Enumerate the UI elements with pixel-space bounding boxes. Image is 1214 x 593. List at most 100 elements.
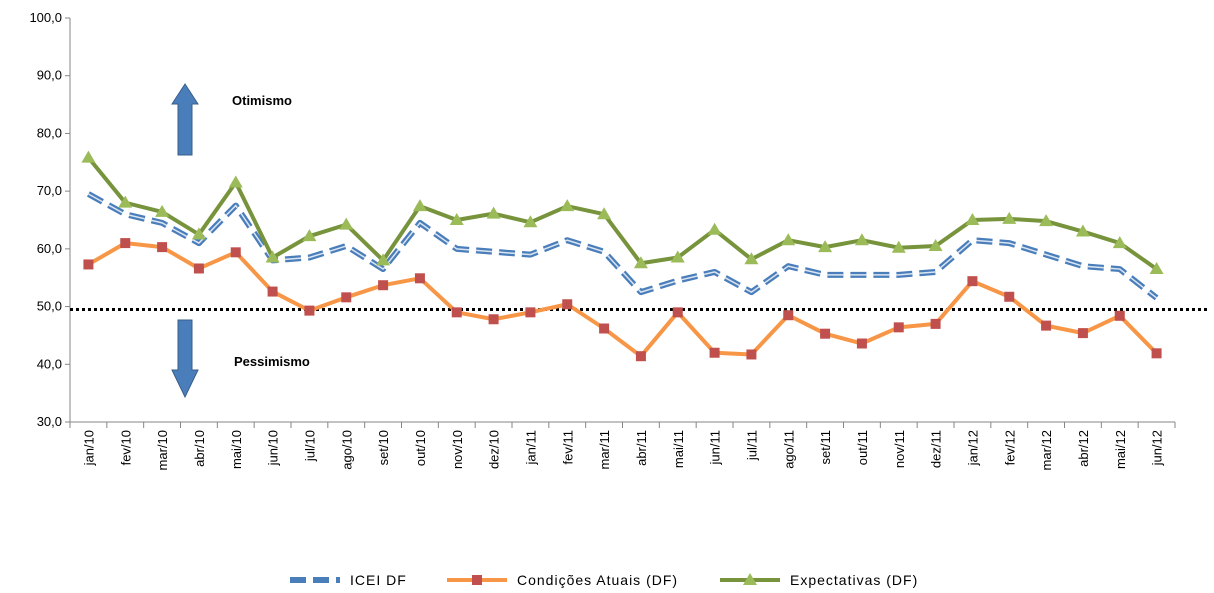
y-tick-label: 90,0 — [37, 68, 62, 83]
marker — [633, 256, 648, 269]
y-tick-label: 80,0 — [37, 125, 62, 140]
marker — [746, 349, 757, 360]
marker — [856, 338, 867, 349]
x-tick-label: set/10 — [376, 430, 391, 465]
y-tick-label: 40,0 — [37, 356, 62, 371]
marker — [376, 253, 391, 266]
y-tick-label: 50,0 — [37, 299, 62, 314]
x-tick-label: mar/12 — [1039, 430, 1054, 470]
x-tick-label: mai/10 — [229, 430, 244, 469]
x-tick-label: jul/11 — [744, 430, 759, 461]
marker — [523, 215, 538, 228]
series-line — [87, 241, 1159, 359]
marker — [265, 250, 280, 263]
x-tick-label: mai/12 — [1113, 430, 1128, 469]
x-tick-label: abr/10 — [192, 430, 207, 467]
legend-marker — [472, 575, 482, 585]
marker — [228, 175, 243, 188]
marker — [1004, 291, 1015, 302]
annotation: Otimismo — [232, 93, 292, 108]
legend-label: Expectativas (DF) — [790, 572, 918, 588]
x-tick-label: nov/10 — [450, 430, 465, 469]
x-tick-label: mai/11 — [671, 430, 686, 468]
x-tick-label: mar/10 — [155, 430, 170, 470]
marker — [781, 233, 796, 246]
marker — [488, 314, 499, 325]
legend-label: Condições Atuais (DF) — [517, 572, 678, 588]
marker — [744, 252, 759, 265]
x-tick-label: jan/12 — [965, 430, 980, 466]
marker — [157, 242, 168, 253]
y-tick-label: 30,0 — [37, 414, 62, 429]
y-tick-label: 70,0 — [37, 183, 62, 198]
marker — [304, 305, 315, 316]
marker — [672, 307, 683, 318]
x-tick-label: out/11 — [855, 430, 870, 465]
marker — [1149, 262, 1164, 275]
legend-label: ICEI DF — [350, 572, 407, 588]
x-tick-label: jun/11 — [708, 430, 723, 465]
x-tick-label: ago/10 — [339, 430, 354, 470]
annotation: Pessimismo — [234, 354, 310, 369]
x-tick-label: jan/11 — [523, 430, 538, 465]
marker — [302, 229, 317, 242]
marker — [597, 207, 612, 220]
x-tick-label: fev/10 — [118, 430, 133, 465]
marker — [928, 238, 943, 251]
marker — [1002, 211, 1017, 224]
x-tick-label: fev/12 — [1002, 430, 1017, 465]
series-line-inner — [88, 193, 1158, 299]
x-tick-label: jun/10 — [266, 430, 281, 466]
x-tick-label: abr/12 — [1076, 430, 1091, 467]
x-tick-label: fev/11 — [560, 430, 575, 464]
up-arrow — [171, 83, 199, 156]
marker — [1075, 224, 1090, 237]
marker — [783, 310, 794, 321]
marker — [191, 227, 206, 240]
marker — [230, 247, 241, 258]
x-tick-label: ago/11 — [781, 430, 796, 469]
marker — [341, 292, 352, 303]
marker — [707, 222, 722, 235]
marker — [1039, 214, 1054, 227]
marker — [599, 323, 610, 334]
x-tick-label: abr/11 — [634, 430, 649, 466]
x-tick-label: set/11 — [818, 430, 833, 464]
marker — [378, 280, 389, 291]
marker — [1114, 310, 1125, 321]
marker — [891, 240, 906, 253]
marker — [1151, 348, 1162, 359]
marker — [965, 213, 980, 225]
marker — [155, 204, 170, 217]
marker — [486, 206, 501, 219]
marker — [930, 318, 941, 329]
x-tick-label: jul/10 — [302, 430, 317, 462]
marker — [818, 240, 833, 253]
x-tick-label: jun/12 — [1150, 430, 1165, 466]
marker — [670, 250, 685, 263]
down-arrow — [171, 319, 199, 399]
marker — [118, 195, 133, 208]
y-tick-label: 100,0 — [29, 10, 62, 25]
x-tick-label: dez/11 — [929, 430, 944, 468]
marker — [854, 233, 869, 246]
x-tick-label: jan/10 — [81, 430, 96, 466]
marker — [81, 150, 96, 163]
marker — [560, 199, 575, 212]
marker — [967, 276, 978, 287]
marker — [193, 263, 204, 274]
marker — [820, 328, 831, 339]
marker — [414, 273, 425, 284]
marker — [451, 307, 462, 318]
marker — [267, 286, 278, 297]
marker — [83, 259, 94, 270]
marker — [449, 213, 464, 225]
marker — [120, 238, 131, 249]
marker — [635, 351, 646, 362]
y-tick-label: 60,0 — [37, 241, 62, 256]
legend-marker — [743, 573, 757, 585]
x-tick-label: mar/11 — [597, 430, 612, 470]
marker — [562, 299, 573, 310]
